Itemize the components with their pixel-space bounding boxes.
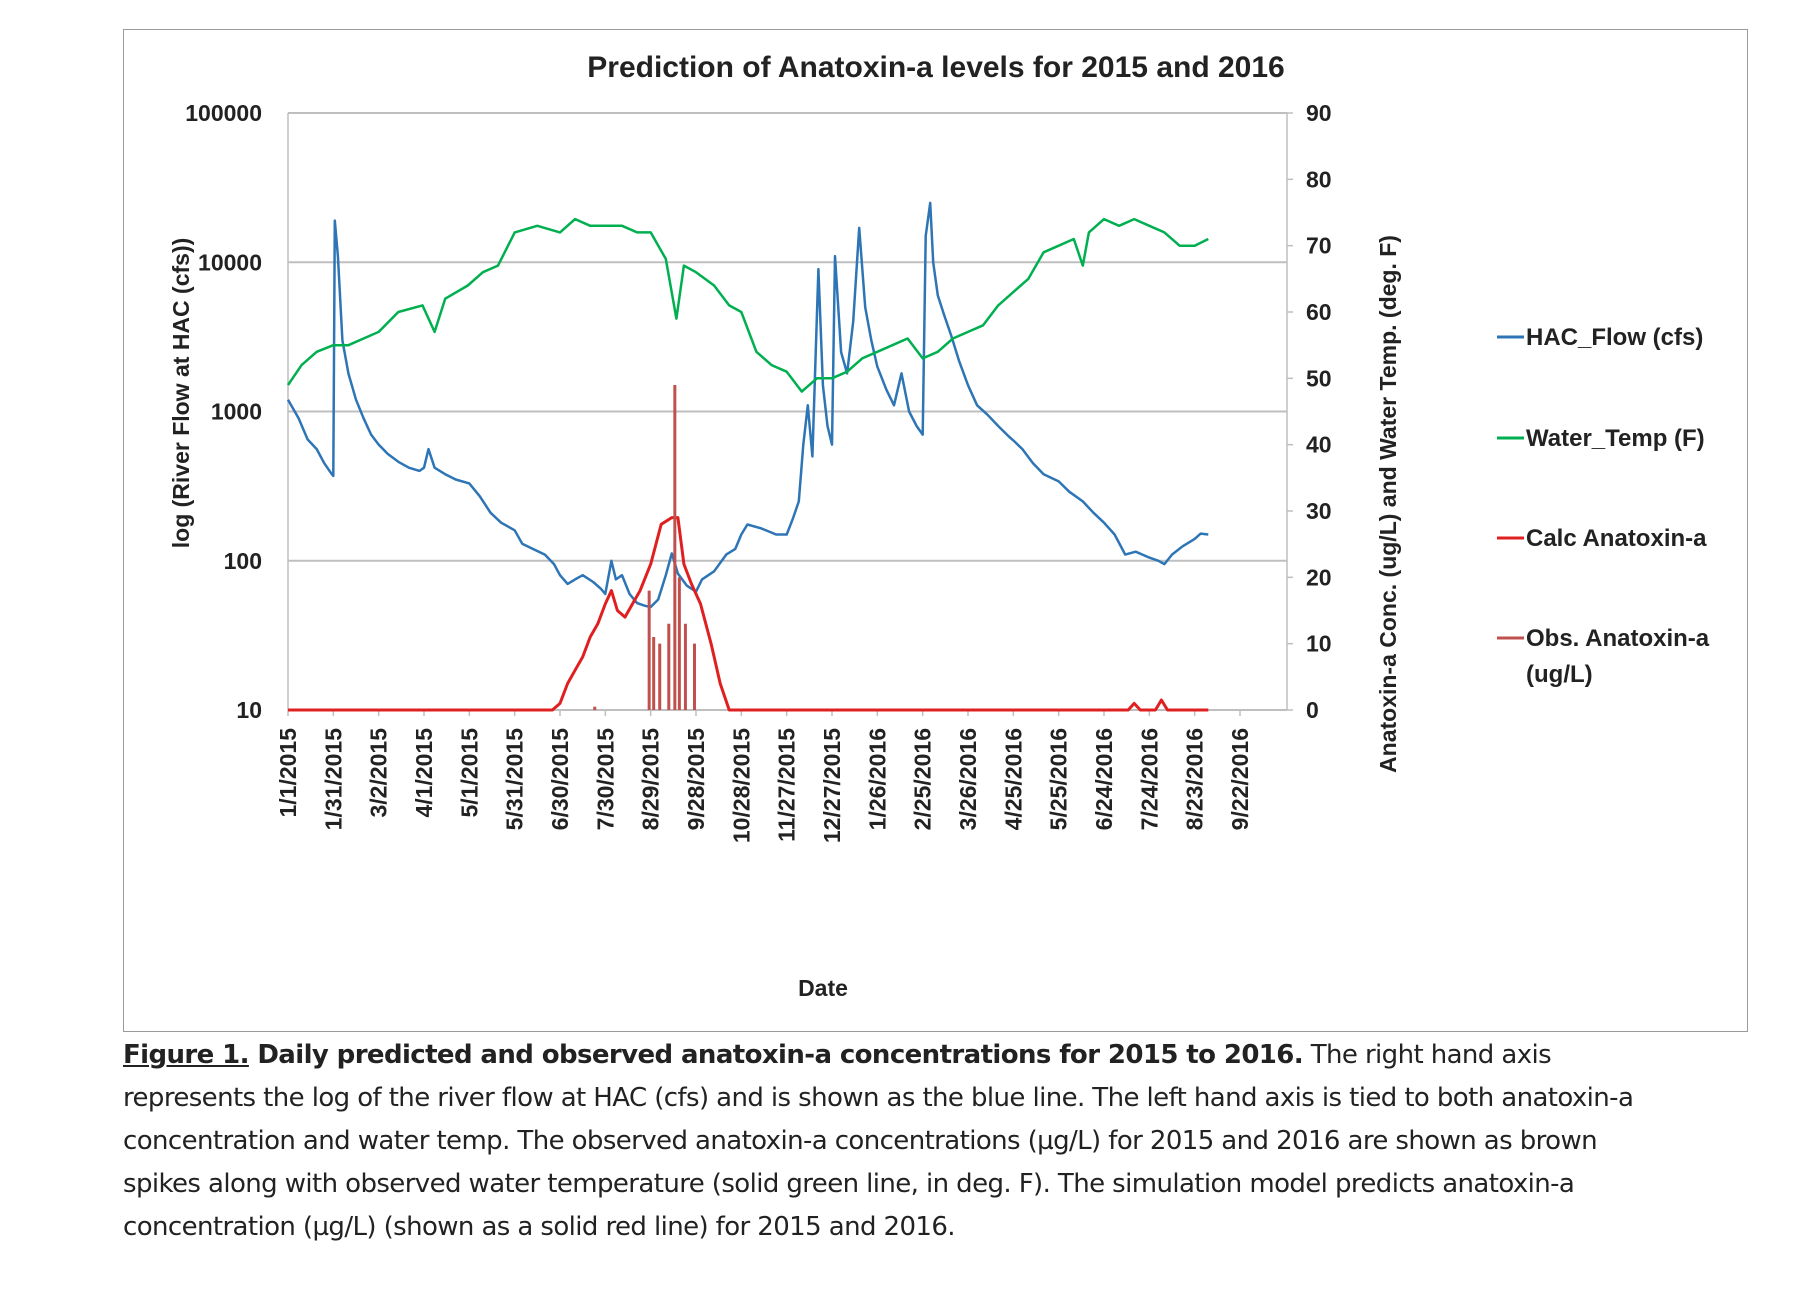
x-tick-label: 5/31/2015 xyxy=(502,728,528,831)
gridlines xyxy=(288,112,1287,711)
x-tick-label: 5/25/2016 xyxy=(1046,728,1072,830)
x-tick-label: 3/26/2016 xyxy=(955,728,981,830)
y-right-tick-label: 10 xyxy=(1306,631,1332,657)
series-obs-anatoxin xyxy=(593,384,696,710)
legend-label-cont: (ug/L) xyxy=(1526,661,1593,688)
x-tick-label: 9/28/2015 xyxy=(683,728,709,831)
x-tick-label: 7/30/2015 xyxy=(592,728,618,831)
chart-svg: Prediction of Anatoxin-a levels for 2015… xyxy=(168,51,1710,1001)
x-tick-label: 12/27/2015 xyxy=(819,728,845,843)
legend-label: Calc Anatoxin-a xyxy=(1526,525,1707,552)
x-tick-label: 5/1/2015 xyxy=(456,728,482,818)
x-tick-label: 1/31/2015 xyxy=(320,728,346,831)
x-tick-label: 4/25/2016 xyxy=(1000,728,1026,830)
x-tick-label: 10/28/2015 xyxy=(728,728,754,843)
x-tick-label: 3/2/2015 xyxy=(366,728,392,818)
chart-title: Prediction of Anatoxin-a levels for 2015… xyxy=(587,51,1284,84)
x-tick-label: 11/27/2015 xyxy=(774,728,800,842)
y-left-tick-label: 100000 xyxy=(185,100,262,126)
y-right-tick-label: 80 xyxy=(1306,166,1332,192)
x-tick-label: 4/1/2015 xyxy=(411,728,437,818)
y-right-tick-label: 90 xyxy=(1306,100,1332,126)
legend-label: Obs. Anatoxin-a xyxy=(1526,625,1710,652)
series-lines xyxy=(286,201,1209,712)
y-right-tick-label: 20 xyxy=(1306,564,1332,590)
chart-frame: Prediction of Anatoxin-a levels for 2015… xyxy=(123,29,1748,1032)
y-left-tick-label: 1000 xyxy=(211,399,262,425)
axes xyxy=(287,112,1293,716)
caption-body: The right hand axis represents the log o… xyxy=(123,1040,1634,1242)
y-left-tick-label: 10 xyxy=(236,697,262,723)
y-axis-right-label: Anatoxin-a Conc. (ug/L) and Water Temp. … xyxy=(1375,235,1401,773)
x-tick-label: 8/23/2016 xyxy=(1182,728,1208,830)
x-tick-label: 1/26/2016 xyxy=(864,728,890,830)
y-left-tick-label: 100 xyxy=(224,548,262,574)
x-tick-label: 6/30/2015 xyxy=(547,728,573,831)
series-line-0 xyxy=(286,201,1209,609)
caption-figure-label: Figure 1. xyxy=(123,1040,249,1070)
x-tick-label: 8/29/2015 xyxy=(638,728,664,831)
series-line-1 xyxy=(286,217,1209,393)
x-axis-label: Date xyxy=(798,975,848,1001)
x-tick-label: 2/25/2016 xyxy=(910,728,936,830)
legend: HAC_Flow (cfs) Water_Temp (F) Calc Anatoxi… xyxy=(1497,324,1710,688)
y-left-tick-label: 10000 xyxy=(198,249,262,275)
x-tick-label: 1/1/2015 xyxy=(275,728,301,818)
y-axis-left-label: log (River Flow at HAC (cfs)) xyxy=(168,238,194,549)
y-right-tick-label: 60 xyxy=(1306,299,1332,325)
y-right-tick-label: 50 xyxy=(1306,365,1332,391)
y-right-tick-label: 70 xyxy=(1306,233,1332,259)
series-line-2 xyxy=(288,516,1209,712)
y-right-tick-label: 0 xyxy=(1306,697,1319,723)
y-right-tick-label: 30 xyxy=(1306,498,1332,524)
y-right-tick-label: 40 xyxy=(1306,432,1332,458)
x-tick-label: 9/22/2016 xyxy=(1227,728,1253,830)
caption-lead: Daily predicted and observed anatoxin-a … xyxy=(248,1040,1304,1070)
legend-label: HAC_Flow (cfs) xyxy=(1526,324,1703,351)
x-tick-label: 7/24/2016 xyxy=(1136,728,1162,830)
x-tick-label: 6/24/2016 xyxy=(1091,728,1117,830)
tick-labels: 10 100 1000 10000 100000 0 10 20 30 40 50 60 70 80 90 1… xyxy=(185,100,1331,843)
legend-label: Water_Temp (F) xyxy=(1526,425,1705,452)
figure-caption: Figure 1. Daily predicted and observed a… xyxy=(123,1034,1653,1249)
